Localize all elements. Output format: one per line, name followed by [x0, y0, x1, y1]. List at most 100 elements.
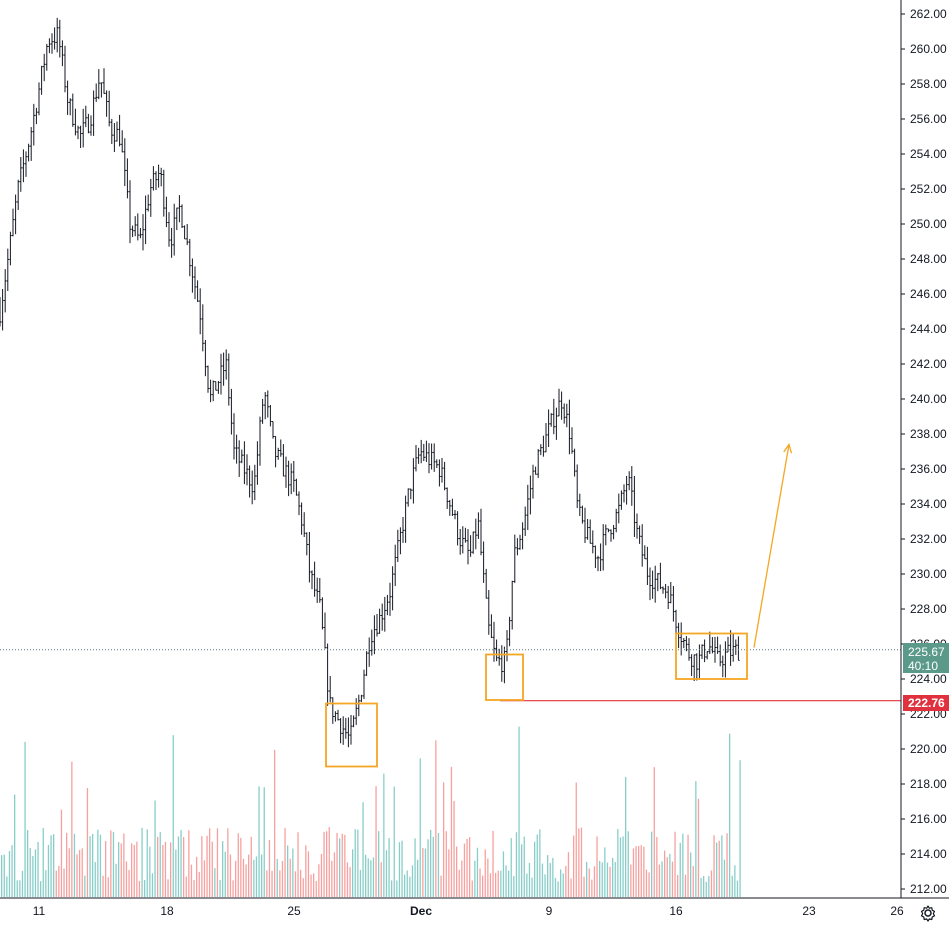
projection-arrow[interactable] — [753, 444, 790, 648]
volume-bar — [138, 880, 141, 897]
volume-bar — [443, 782, 445, 897]
candle — [308, 532, 311, 583]
volume-bar — [131, 843, 133, 897]
volume-bar — [482, 875, 484, 897]
candle — [526, 484, 529, 531]
volume-bar — [144, 880, 146, 897]
candle — [66, 80, 69, 115]
volume-bar — [261, 854, 263, 897]
candle — [235, 434, 238, 464]
volume-bar — [445, 831, 447, 897]
volume-bar — [336, 832, 338, 897]
volume-bar — [214, 868, 216, 897]
volume-bar — [664, 850, 666, 897]
price-tick-label: 244.00 — [910, 322, 947, 336]
price-tick-label: 236.00 — [910, 462, 947, 476]
volume-bar — [250, 836, 252, 897]
candle — [334, 711, 337, 722]
volume-bar — [541, 863, 544, 897]
time-tick-label: 18 — [160, 904, 174, 918]
volume-bar — [492, 830, 494, 897]
volume-bar — [349, 867, 351, 897]
time-axis[interactable]: 11 18 25 Dec 9 16 23 26 — [33, 904, 904, 918]
candle — [219, 353, 223, 395]
candle — [245, 454, 249, 486]
candle — [170, 227, 173, 258]
volume-bar — [411, 865, 414, 897]
candle — [399, 527, 402, 555]
volume-bar — [627, 831, 629, 897]
candle — [565, 403, 568, 428]
volume-bar — [359, 869, 362, 897]
volume-bar — [357, 829, 359, 897]
candle — [685, 636, 688, 652]
volume-bar — [476, 847, 479, 897]
candle — [365, 651, 368, 676]
volume-bar — [362, 802, 364, 897]
volume-bar — [292, 848, 294, 897]
volume-bar — [713, 835, 715, 897]
price-tick-label: 232.00 — [910, 532, 947, 546]
candle — [323, 612, 327, 649]
volume-bar — [682, 833, 684, 897]
highlight-box-low-3[interactable] — [675, 632, 748, 680]
volume-bar — [583, 876, 585, 897]
settings-icon[interactable] — [919, 904, 937, 922]
volume-bar — [549, 862, 551, 897]
candle — [599, 543, 602, 572]
candle — [477, 512, 480, 539]
volume-bar — [721, 835, 723, 897]
candle — [511, 580, 514, 630]
candle — [706, 651, 709, 660]
volume-bar — [328, 827, 330, 897]
volume-bar — [723, 859, 726, 897]
candle — [664, 584, 667, 599]
price-axis[interactable]: 212.00214.00216.00218.00220.00222.00224.… — [901, 7, 947, 896]
volume-bar — [630, 864, 632, 897]
volume-bar — [133, 845, 135, 897]
volume-bar — [315, 881, 317, 897]
volume-bar — [677, 874, 679, 897]
volume-bar — [414, 838, 416, 897]
price-tick-label: 246.00 — [910, 287, 947, 301]
candle — [79, 125, 82, 149]
candle — [656, 572, 659, 592]
candle — [373, 615, 376, 655]
volume-bar — [24, 741, 26, 897]
candle — [102, 68, 106, 94]
candle — [118, 114, 121, 147]
candle — [539, 444, 542, 456]
volume-bar — [107, 877, 109, 897]
price-tick-label: 252.00 — [910, 182, 947, 196]
volume-bar — [53, 834, 55, 897]
candle — [100, 82, 103, 98]
candle — [50, 33, 54, 54]
highlight-box-low-1[interactable] — [325, 702, 378, 768]
volume-bar — [484, 849, 486, 897]
candle — [61, 40, 64, 67]
price-tick-label: 228.00 — [910, 602, 947, 616]
price-badges: 225.67 40:10 222.76 — [903, 643, 949, 711]
volume-bar — [588, 868, 590, 897]
highlight-box-low-2[interactable] — [485, 653, 524, 701]
candle — [22, 149, 25, 183]
volume-bar — [645, 869, 648, 897]
candle — [448, 500, 451, 516]
candle — [433, 443, 436, 472]
volume-bar — [27, 830, 29, 897]
candle — [277, 447, 280, 460]
candle — [144, 195, 147, 245]
candle — [56, 17, 59, 53]
volume-bar — [248, 854, 250, 897]
volume-bar — [274, 749, 276, 897]
volume-bar — [658, 864, 661, 897]
volume-bar — [110, 830, 112, 897]
candle — [71, 93, 74, 127]
volume-bar — [268, 839, 271, 897]
volume-bar — [586, 861, 588, 897]
volume-bar — [440, 875, 442, 897]
candle — [258, 416, 262, 466]
volume-bar — [55, 870, 57, 897]
candle — [287, 460, 290, 497]
